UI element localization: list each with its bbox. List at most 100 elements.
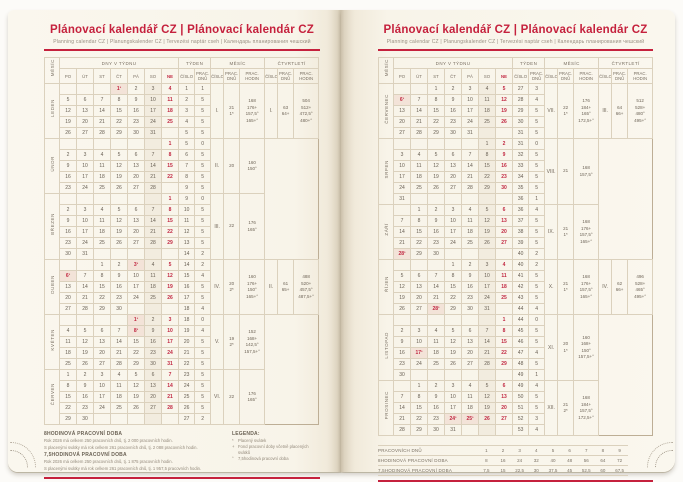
stat-header-cell: ČÍSLO — [210, 68, 225, 84]
day-cell: 19 — [76, 347, 94, 359]
week-workdays-cell: 5 — [194, 391, 212, 403]
reference-value: 15 — [494, 465, 512, 476]
day-cell: 11 — [110, 380, 128, 392]
day-cell — [494, 193, 514, 205]
page-right: Plánovací kalendář CZ | Plánovací kalend… — [341, 10, 675, 482]
day-cell — [160, 248, 180, 260]
day-cell: 3 — [444, 380, 462, 392]
day-cell: 3 — [93, 369, 111, 381]
day-cell: 13 — [127, 160, 145, 172]
reference-value: 30 — [527, 465, 545, 476]
day-cell: 21 — [478, 347, 496, 359]
day-cell — [494, 424, 514, 436]
stat-line: 184+ — [581, 104, 592, 110]
stat-line: 528+ — [635, 280, 646, 286]
week-number-cell: 51 — [512, 402, 530, 414]
day-cell: 3 — [76, 204, 94, 216]
day-cell: 30 — [59, 248, 77, 260]
day-cell: 7 — [110, 325, 128, 337]
planning-calendar-table: MĚSÍC DNY V TÝDNU TÝDEN MĚSÍC ČTVRTLETÍ PO ÚT S… — [378, 57, 654, 436]
week-number-cell: 27 — [178, 413, 196, 425]
week-row: 14 15 16 17 18 19 20 51 5 — [379, 402, 653, 414]
holiday-asterisk: * — [136, 262, 139, 266]
day-cell: 12 — [160, 270, 180, 282]
week-row: 12 13 14 15 16 17 18 3 5 — [45, 105, 319, 117]
stat-line: 2* — [229, 342, 234, 347]
day-cell — [127, 138, 145, 150]
workhours-reference-table: PRACOVNÍCH DNŮ 1 2 3 4 5 6 7 8 9 8HODINOVÁ PRACOVN… — [378, 445, 628, 476]
day-cell: 2 — [427, 380, 445, 392]
month-workdays-cell: 20 2* — [223, 259, 241, 315]
week-number-cell: 1 — [178, 83, 196, 95]
day-cell: 11 — [410, 160, 428, 172]
day-cell: 8 — [427, 94, 445, 106]
day-cell: 15 — [478, 160, 496, 172]
day-cell: 16 — [59, 171, 77, 183]
day-cell: 28 — [144, 182, 162, 194]
day-cell: 16 — [427, 226, 445, 238]
week-workdays-cell: 5 — [194, 380, 212, 392]
day-cell: 4 — [461, 380, 479, 392]
day-cell: 2 — [427, 204, 445, 216]
month-workdays-cell: 21 2* — [557, 380, 575, 436]
reference-value: 2 — [494, 445, 512, 456]
day-cell: 9 — [427, 215, 445, 227]
day-cell: 27 — [127, 237, 145, 249]
day-header-cell: SO — [144, 68, 162, 84]
day-cell: 3 — [144, 83, 162, 95]
day-cell: 9 — [59, 215, 77, 227]
week-row: 21 22 23 24 25 26 27 39 5 — [379, 237, 653, 249]
stat-line: 19 — [229, 335, 235, 341]
day-cell: 17 — [76, 226, 94, 238]
holiday-asterisk: * — [438, 306, 440, 310]
day-cell: 23 — [444, 116, 462, 128]
day-cell: 12 — [444, 336, 462, 348]
stat-line: 165° — [247, 226, 257, 232]
legend-item: ° 7,5hodinová pracovní doba — [232, 456, 318, 462]
week-workdays-cell: 5 — [528, 160, 546, 172]
day-cell — [144, 303, 162, 315]
legend-text: Fond pracovní doby včetně placených svát… — [238, 444, 309, 455]
legend-items: * Placený svátek + Fond pracovní doby včetn… — [232, 438, 318, 462]
day-cell: 21 — [144, 226, 162, 238]
day-cell: 22 — [478, 171, 496, 183]
page-left: Plánovací kalendář CZ | Plánovací kalend… — [8, 10, 341, 479]
day-cell — [110, 413, 128, 425]
day-cell: 6 — [127, 204, 145, 216]
day-cell: 1 — [59, 369, 77, 381]
week-number-cell: 12 — [178, 226, 196, 238]
day-cell — [410, 138, 428, 150]
week-row: 7 8 9 10 11 12 13 37 5 — [379, 215, 653, 227]
week-number-cell: 18 — [178, 314, 196, 326]
day-cell: 28* — [393, 248, 411, 260]
stat-line: 21 — [563, 401, 569, 407]
day-cell: 9 — [494, 149, 514, 161]
day-cell — [76, 193, 94, 205]
day-cell — [59, 259, 77, 271]
day-cell: 1 — [93, 259, 111, 271]
reference-value: 52,5 — [577, 465, 595, 476]
day-cell: 12 — [110, 215, 128, 227]
week-workdays-cell: 5 — [194, 94, 212, 106]
day-cell: 27 — [461, 358, 479, 370]
day-cell: 14 — [110, 336, 128, 348]
day-cell: 22 — [59, 402, 77, 414]
day-cell: 14 — [160, 380, 180, 392]
day-cell: 17 — [127, 281, 145, 293]
day-cell: 21 — [110, 347, 128, 359]
stat-header-cell: PRAC. HODIN — [239, 68, 266, 84]
day-cell — [444, 138, 462, 150]
month-hours-cell: 152 168+ 142,5° 157,5+° — [239, 314, 266, 370]
day-cell: 19 — [160, 281, 180, 293]
day-cell: 16 — [494, 160, 514, 172]
week-number-cell: 35 — [512, 182, 530, 194]
day-cell: 26 — [478, 237, 496, 249]
day-cell: 27 — [144, 402, 162, 414]
week-number-cell: 38 — [512, 226, 530, 238]
holiday-asterisk: * — [402, 97, 405, 101]
week-workdays-cell: 5 — [194, 347, 212, 359]
week-row: DUBEN 1 2 3* 4 5 14 2 IV. 20 2* 160 176+ 150° 165+° II.… — [44, 259, 320, 315]
day-cell: 21 — [410, 116, 428, 128]
month-number-cell: I. — [210, 83, 225, 139]
stat-line: 22 — [229, 393, 235, 399]
